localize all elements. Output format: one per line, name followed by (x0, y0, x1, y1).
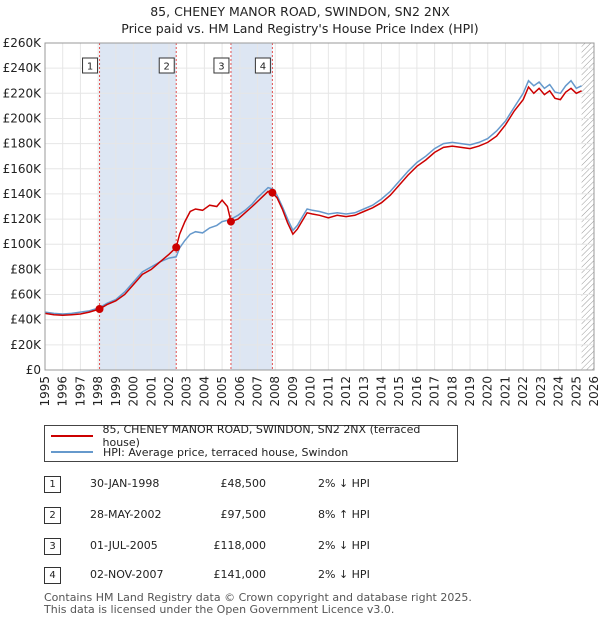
transaction-date: 02-NOV-2007 (90, 568, 164, 581)
x-tick-label: 2018 (445, 376, 459, 407)
future-hatch-region (581, 43, 594, 370)
y-tick-label: £240K (3, 61, 43, 75)
x-tick-label: 1998 (91, 376, 105, 407)
x-tick-label: 2021 (498, 376, 512, 407)
hpi-series-line (44, 79, 582, 315)
sale-marker-label: 4 (260, 62, 266, 73)
x-tick-label: 2007 (251, 376, 265, 407)
transaction-hpi-diff: 2% ↓ HPI (318, 539, 370, 552)
x-tick-label: 2015 (392, 376, 406, 407)
x-tick-label: 1996 (56, 376, 70, 407)
x-tick-label: 2020 (481, 376, 495, 407)
transaction-price: £48,500 (220, 477, 267, 490)
y-tick-label: £80K (10, 262, 42, 276)
y-tick-label: £20K (10, 338, 42, 352)
sale-point (172, 243, 181, 252)
y-tick-label: £160K (3, 162, 43, 176)
transaction-date: 01-JUL-2005 (90, 539, 158, 552)
sale-marker-box (213, 57, 230, 74)
x-tick-label: 1995 (38, 376, 52, 407)
price-chart: 1 2 3 4 £0 £20K £40K £60K £80K £100K £120K £140K £1… (3, 36, 600, 407)
footer-copyright: Contains HM Land Registry data © Crown c… (44, 591, 472, 604)
y-tick-label: £100K (3, 237, 43, 251)
x-tick-label: 2009 (286, 376, 300, 407)
x-tick-label: 2017 (428, 376, 442, 407)
y-tick-label: £120K (3, 212, 43, 226)
x-tick-label: 2006 (233, 376, 247, 407)
transaction-row: 3 01-JUL-2005 £118,000 2% ↓ HPI (44, 538, 464, 556)
transaction-row: 4 02-NOV-2007 £141,000 2% ↓ HPI (44, 567, 464, 585)
legend: 85, CHENEY MANOR ROAD, SWINDON, SN2 2NX … (44, 423, 458, 462)
sale-marker-box (158, 57, 175, 74)
legend-swatch-hpi (51, 451, 93, 453)
sale-marker-label: 1 (87, 62, 93, 73)
y-tick-label: £260K (3, 36, 43, 50)
sale-marker-label: 3 (218, 62, 224, 73)
y-tick-label: £40K (10, 313, 42, 327)
transaction-hpi-diff: 2% ↓ HPI (318, 477, 370, 490)
x-tick-label: 2012 (339, 376, 353, 407)
x-tick-label: 2008 (268, 376, 282, 407)
x-tick-label: 2002 (162, 376, 176, 407)
transaction-number-badge: 4 (44, 567, 61, 584)
sale-marker-box (254, 57, 271, 74)
x-tick-label: 2023 (534, 376, 548, 407)
x-tick-label: 2024 (552, 376, 566, 407)
x-tick-label: 2019 (463, 376, 477, 407)
legend-label-hpi: HPI: Average price, terraced house, Swin… (103, 445, 349, 459)
sale-marker-box (82, 57, 99, 74)
x-tick-label: 2004 (197, 376, 211, 407)
y-tick-label: £220K (3, 86, 43, 100)
x-tick-label: 2000 (127, 376, 141, 407)
sale-point (226, 217, 235, 226)
x-tick-label: 1997 (73, 376, 87, 407)
x-tick-label: 2010 (304, 376, 318, 407)
transaction-number-badge: 2 (44, 507, 61, 524)
sale-marker-label: 2 (164, 62, 170, 73)
legend-label-property: 85, CHENEY MANOR ROAD, SWINDON, SN2 2NX … (102, 423, 421, 449)
x-tick-label: 2013 (357, 376, 371, 407)
x-tick-label: 2003 (180, 376, 194, 407)
transaction-hpi-diff: 2% ↓ HPI (318, 568, 370, 581)
x-tick-label: 2005 (215, 376, 229, 407)
x-tick-label: 2026 (587, 376, 600, 407)
legend-swatch-property (51, 435, 93, 437)
sale-point (268, 188, 277, 197)
x-tick-label: 2014 (374, 376, 388, 407)
transaction-price: £141,000 (213, 568, 267, 581)
footer-licence: This data is licensed under the Open Gov… (44, 603, 395, 616)
legend-item-property: 85, CHENEY MANOR ROAD, SWINDON, SN2 2NX … (51, 423, 457, 449)
legend-item-hpi: HPI: Average price, terraced house, Swin… (51, 444, 348, 460)
transaction-price: £97,500 (220, 508, 267, 521)
chart-subtitle: Price paid vs. HM Land Registry's House … (121, 21, 479, 36)
y-tick-label: £60K (10, 288, 42, 302)
y-tick-label: £0 (26, 363, 41, 377)
y-tick-label: £200K (3, 111, 43, 125)
sale-point (95, 305, 104, 314)
x-tick-label: 2016 (410, 376, 424, 407)
chart-title-address: 85, CHENEY MANOR ROAD, SWINDON, SN2 2NX (150, 4, 450, 19)
property-series-line (44, 85, 582, 317)
x-tick-label: 2022 (516, 376, 530, 407)
x-tick-label: 2001 (144, 376, 158, 407)
transaction-hpi-diff: 8% ↑ HPI (318, 508, 370, 521)
x-tick-label: 2025 (569, 376, 583, 407)
shaded-ownership-period (99, 43, 177, 370)
transaction-number-badge: 3 (44, 538, 61, 555)
y-tick-label: £140K (3, 187, 43, 201)
transaction-row: 2 28-MAY-2002 £97,500 8% ↑ HPI (44, 507, 464, 525)
plot-frame (44, 42, 595, 371)
transaction-date: 30-JAN-1998 (90, 477, 160, 490)
y-tick-label: £180K (3, 137, 43, 151)
transaction-date: 28-MAY-2002 (90, 508, 162, 521)
transaction-price: £118,000 (213, 539, 267, 552)
x-tick-label: 2011 (321, 376, 335, 407)
transaction-number-badge: 1 (44, 476, 61, 493)
x-tick-label: 1999 (109, 376, 123, 407)
transaction-row: 1 30-JAN-1998 £48,500 2% ↓ HPI (44, 476, 464, 494)
